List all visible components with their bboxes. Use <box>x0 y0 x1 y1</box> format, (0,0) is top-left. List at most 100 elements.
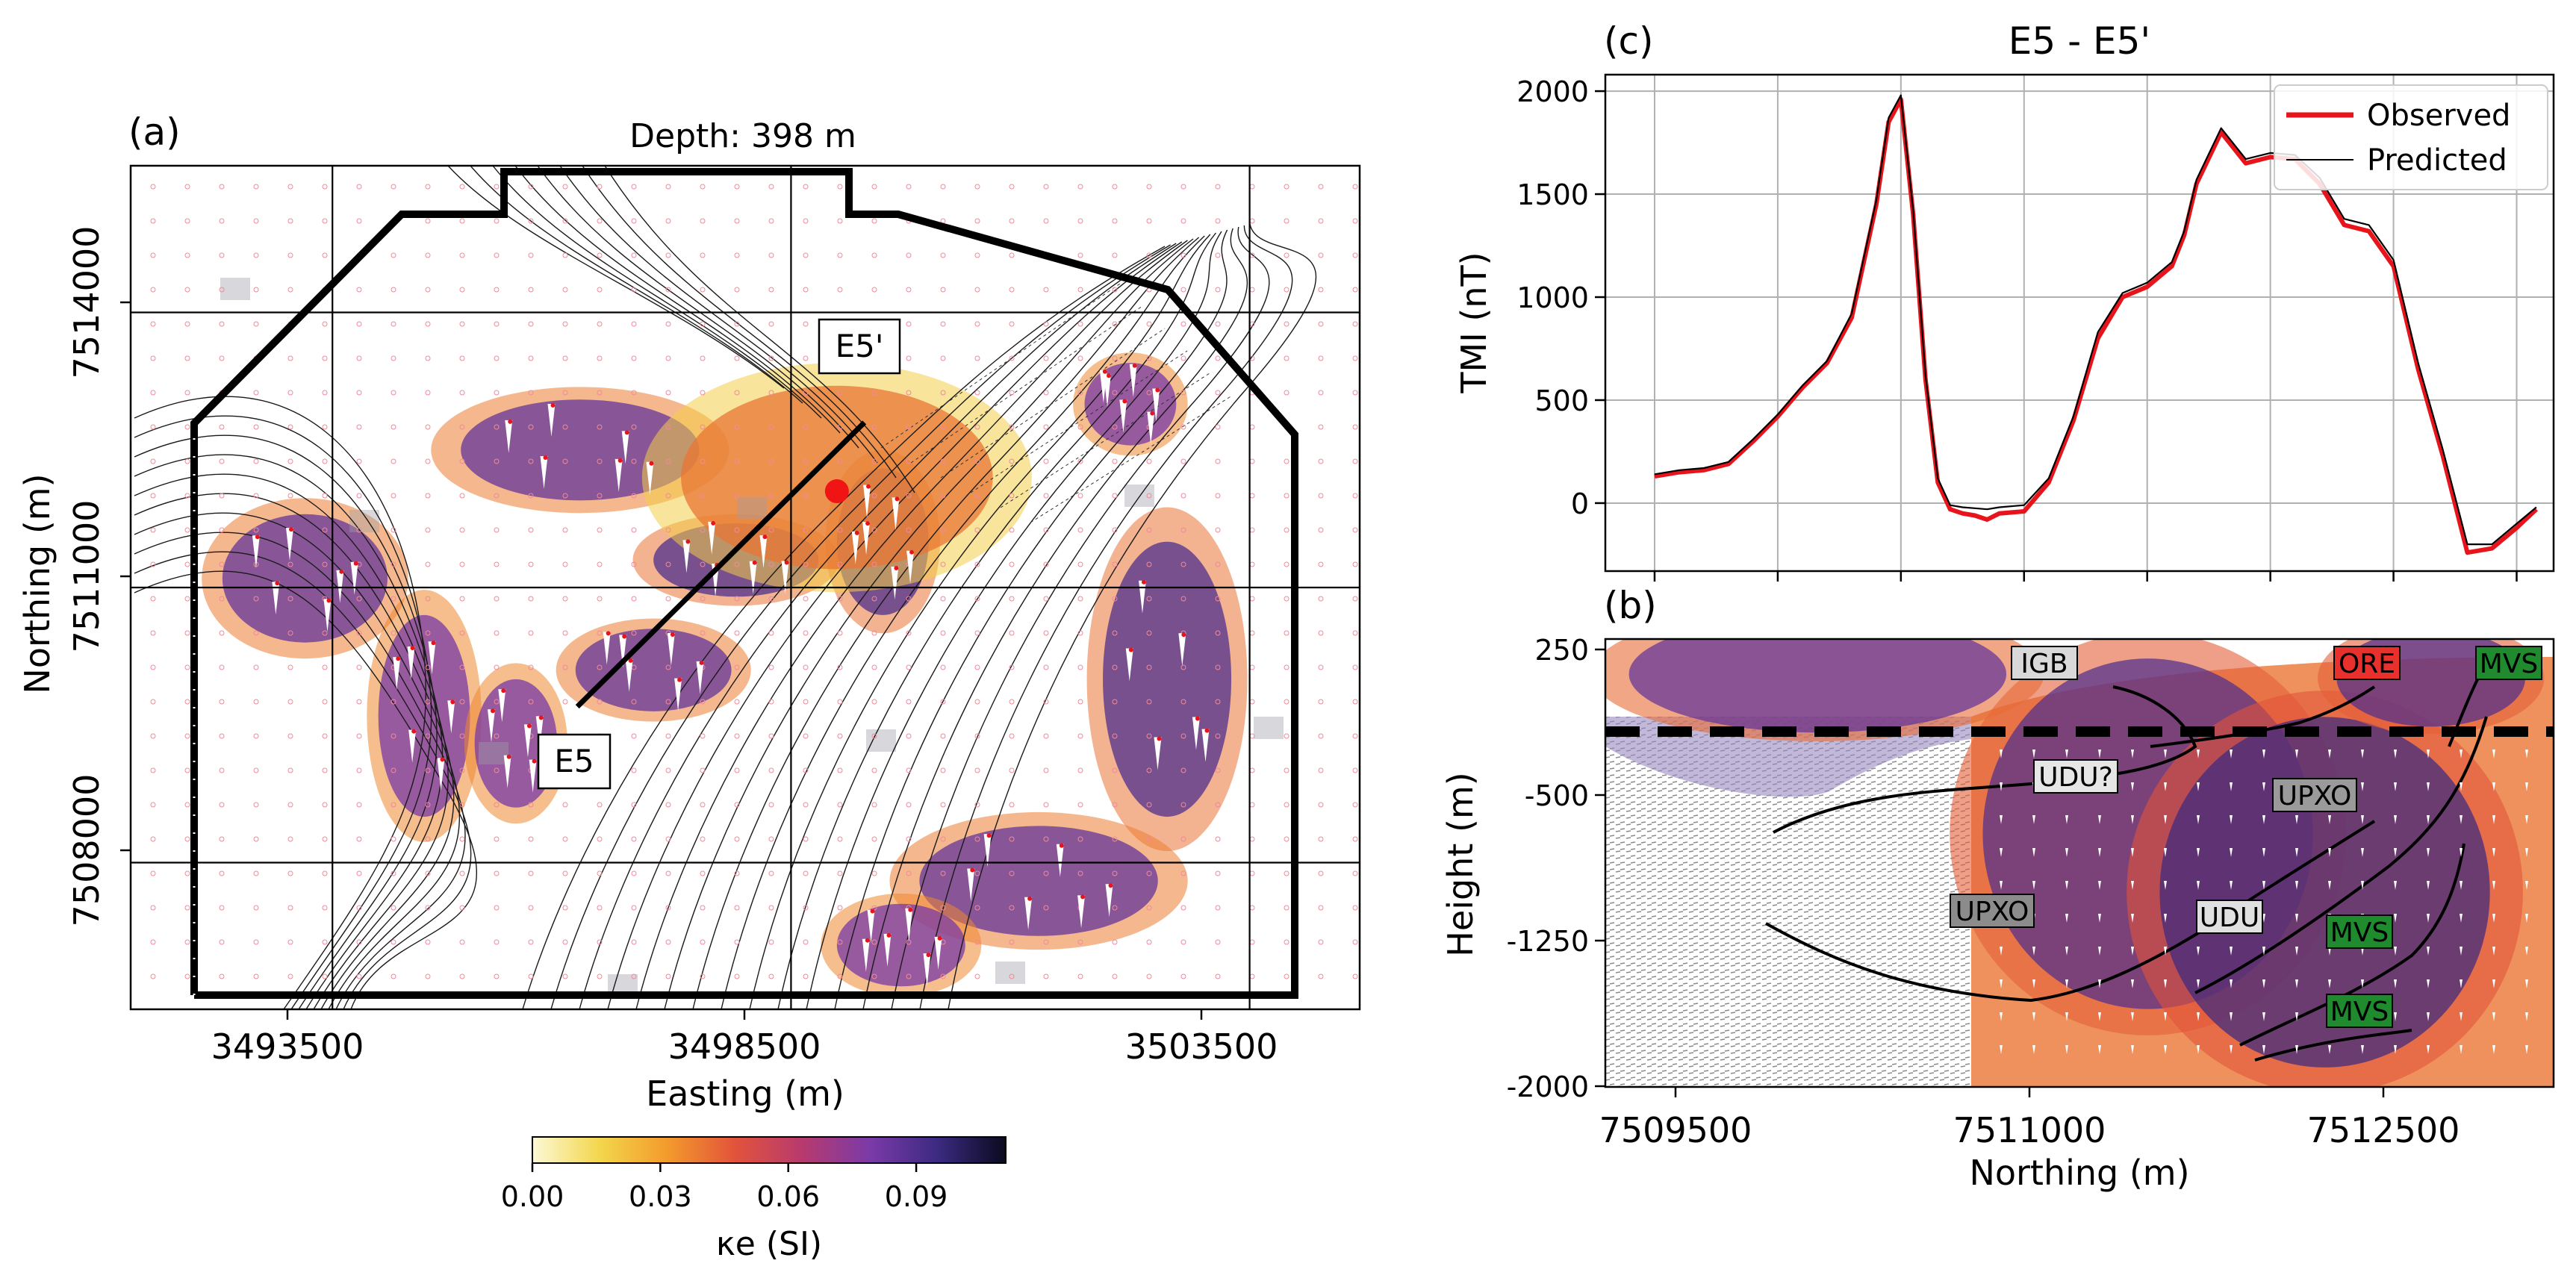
a-grid-marker <box>1180 287 1186 293</box>
a-grid-marker <box>1215 870 1221 876</box>
b-arrow <box>2098 815 2101 824</box>
a-grid-marker <box>1077 836 1083 842</box>
a-grid-marker <box>734 973 740 979</box>
a-grid-marker <box>184 870 190 876</box>
a-grid-marker <box>1318 287 1324 293</box>
a-grid-marker <box>837 252 843 258</box>
b-arrow <box>2000 848 2003 857</box>
a-arrow-tip <box>1157 736 1162 741</box>
a-arrow-tip <box>909 549 915 555</box>
a-grid-marker <box>1215 596 1221 602</box>
a-grid-marker <box>253 870 259 876</box>
a-grid-marker <box>562 630 568 636</box>
a-grid-marker <box>700 218 706 224</box>
a-grid-marker <box>1284 630 1289 636</box>
series-predicted <box>1654 94 2537 546</box>
b-arrow <box>2295 979 2298 988</box>
a-grid-marker <box>425 321 431 327</box>
a-grid-marker <box>1352 699 1358 705</box>
a-grid-marker <box>1112 458 1118 464</box>
a-arrow-tip <box>908 907 913 912</box>
unit-label-text: IGB <box>2020 649 2068 679</box>
a-anomaly-core <box>474 679 558 808</box>
a-grid-marker <box>459 218 465 224</box>
a-grid-marker <box>1077 184 1083 190</box>
a-grid-marker <box>597 699 603 705</box>
legend-predicted-label: Predicted <box>2367 143 2507 178</box>
b-arrow <box>2032 1045 2035 1054</box>
a-grid-marker <box>1009 973 1015 979</box>
a-anomaly-core <box>836 903 965 987</box>
a-grid-marker <box>1009 733 1015 739</box>
a-arrow <box>272 582 280 615</box>
a-grid-marker <box>1077 802 1083 808</box>
a-grid-marker <box>940 493 946 499</box>
a-grid-marker <box>1146 458 1152 464</box>
a-grid-marker <box>871 664 877 670</box>
a-grid-marker <box>253 905 259 911</box>
a-arrow <box>323 599 332 632</box>
a-arrow <box>891 567 899 600</box>
a-grid-marker <box>528 321 534 327</box>
b-arrow <box>2394 782 2397 791</box>
b-arrow <box>2492 1012 2495 1021</box>
a-arrow-tip <box>670 632 675 637</box>
a-grid-marker <box>184 836 190 842</box>
a-grid-marker <box>253 390 259 396</box>
a-grid-marker <box>1043 184 1049 190</box>
a-arrow <box>1119 399 1127 433</box>
a-arrow-tip <box>255 535 260 540</box>
a-arrow <box>923 953 931 987</box>
a-grid-marker <box>734 664 740 670</box>
a-contour <box>134 396 426 1009</box>
a-grid-marker <box>459 321 465 327</box>
a-grid-marker <box>974 939 980 945</box>
a-arrow-tip <box>866 484 871 489</box>
a-grid-marker <box>253 252 259 258</box>
a-grid-marker <box>459 493 465 499</box>
a-grid-marker <box>734 252 740 258</box>
a-grid-marker <box>322 424 328 430</box>
a-grid-marker <box>184 699 190 705</box>
a-grid-marker <box>184 733 190 739</box>
b-arrow <box>2525 1012 2528 1021</box>
a-anomaly-core <box>1103 541 1232 817</box>
a-grid-marker <box>1180 767 1186 773</box>
b-arrow <box>2032 1012 2035 1021</box>
a-ytick: 7511000 <box>66 500 107 653</box>
b-xtick: 7512500 <box>2307 1110 2460 1150</box>
a-grid-marker <box>1112 321 1118 327</box>
panel-a-title: Depth: 398 m <box>629 117 856 155</box>
a-arrow-tip <box>1204 728 1210 733</box>
a-grid-marker <box>219 184 225 190</box>
a-contour <box>721 235 1205 1009</box>
a-grid-marker <box>459 184 465 190</box>
a-grid-marker <box>322 252 328 258</box>
b-arrow <box>2262 1045 2265 1054</box>
a-grid-marker <box>768 939 774 945</box>
panel-a-y-axis-label: Northing (m) <box>17 473 57 694</box>
b-arrow <box>2131 881 2134 890</box>
a-grid-marker <box>974 699 980 705</box>
a-grid-marker <box>528 493 534 499</box>
b-arrow <box>2361 782 2364 791</box>
a-grid-marker <box>425 905 431 911</box>
a-grid-marker <box>700 493 706 499</box>
a-grid-marker <box>597 561 603 567</box>
a-grid-marker <box>184 424 190 430</box>
a-grid-marker <box>322 767 328 773</box>
a-arrow-tip <box>677 677 682 682</box>
a-grid-marker <box>768 870 774 876</box>
a-grid-marker <box>1112 630 1118 636</box>
a-grid-marker <box>768 836 774 842</box>
a-grid-marker <box>150 870 156 876</box>
a-grid-marker <box>1284 321 1289 327</box>
b-arrow <box>2295 947 2298 956</box>
a-grid-marker <box>597 802 603 808</box>
a-grid-marker <box>391 733 396 739</box>
a-grid-marker <box>974 493 980 499</box>
a-arrow-tip <box>326 598 332 603</box>
a-grid-marker <box>700 458 706 464</box>
a-arrow <box>503 755 511 788</box>
a-grid-marker <box>391 939 396 945</box>
